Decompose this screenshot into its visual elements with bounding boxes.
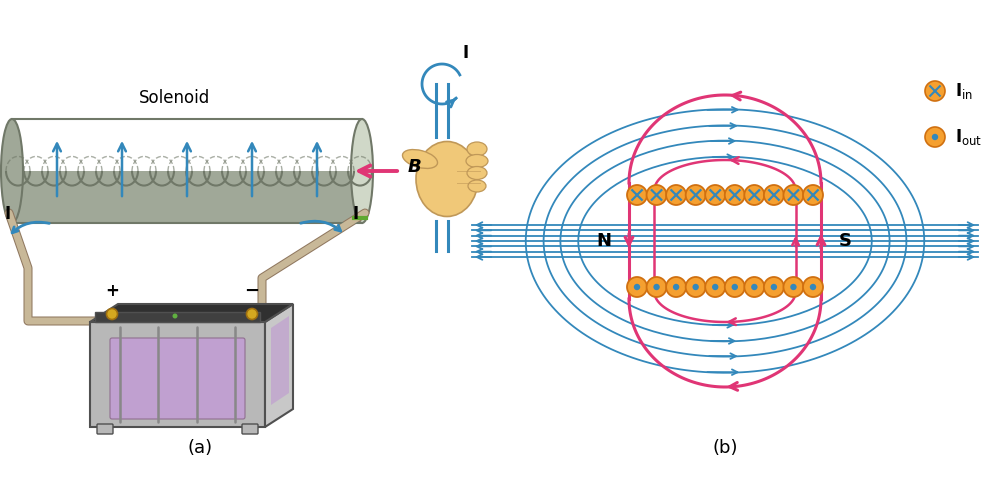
Ellipse shape	[351, 119, 373, 223]
Circle shape	[803, 185, 823, 205]
Text: S: S	[839, 232, 852, 250]
Circle shape	[627, 277, 647, 297]
Text: B: B	[408, 158, 422, 176]
Circle shape	[925, 127, 945, 147]
Circle shape	[653, 284, 660, 290]
Circle shape	[246, 308, 258, 319]
Circle shape	[107, 308, 118, 319]
Circle shape	[751, 284, 758, 290]
Text: I: I	[463, 44, 469, 62]
Circle shape	[744, 185, 764, 205]
Circle shape	[705, 277, 725, 297]
Text: Solenoid: Solenoid	[139, 89, 211, 107]
Circle shape	[744, 277, 764, 297]
Text: (a): (a)	[187, 439, 213, 457]
Ellipse shape	[1, 119, 23, 223]
Circle shape	[725, 185, 745, 205]
FancyBboxPatch shape	[95, 312, 260, 322]
Circle shape	[712, 284, 718, 290]
Circle shape	[810, 284, 816, 290]
Circle shape	[666, 185, 686, 205]
Text: $\mathbf{I}_{\rm in}$: $\mathbf{I}_{\rm in}$	[955, 81, 973, 101]
Polygon shape	[90, 304, 293, 322]
Ellipse shape	[467, 142, 487, 156]
FancyBboxPatch shape	[110, 338, 245, 419]
Circle shape	[732, 284, 738, 290]
Circle shape	[627, 185, 647, 205]
Ellipse shape	[466, 155, 488, 168]
Circle shape	[705, 185, 725, 205]
Text: $\mathbf{I}_{\rm out}$: $\mathbf{I}_{\rm out}$	[955, 127, 982, 147]
Circle shape	[783, 185, 803, 205]
Circle shape	[771, 284, 777, 290]
FancyBboxPatch shape	[12, 171, 362, 223]
Circle shape	[764, 277, 784, 297]
Circle shape	[666, 277, 686, 297]
Circle shape	[686, 185, 706, 205]
Text: I: I	[352, 205, 358, 223]
FancyBboxPatch shape	[12, 171, 362, 218]
Circle shape	[673, 284, 679, 290]
Text: −: −	[244, 282, 260, 300]
FancyBboxPatch shape	[90, 322, 265, 427]
Circle shape	[783, 277, 803, 297]
Circle shape	[725, 277, 745, 297]
FancyBboxPatch shape	[242, 424, 258, 434]
Circle shape	[686, 277, 706, 297]
Circle shape	[803, 277, 823, 297]
Text: N: N	[596, 232, 611, 250]
Ellipse shape	[467, 167, 487, 180]
Ellipse shape	[402, 149, 438, 169]
Polygon shape	[271, 316, 289, 405]
Text: +: +	[105, 282, 119, 300]
Circle shape	[932, 134, 938, 140]
Polygon shape	[265, 304, 293, 427]
Circle shape	[647, 185, 667, 205]
Circle shape	[173, 313, 178, 319]
Circle shape	[790, 284, 797, 290]
Circle shape	[925, 81, 945, 101]
Ellipse shape	[468, 180, 486, 192]
Circle shape	[634, 284, 640, 290]
Circle shape	[692, 284, 699, 290]
Circle shape	[764, 185, 784, 205]
Circle shape	[647, 277, 667, 297]
FancyBboxPatch shape	[97, 424, 113, 434]
Ellipse shape	[416, 141, 478, 217]
Text: (b): (b)	[712, 439, 738, 457]
Text: I: I	[4, 205, 10, 223]
